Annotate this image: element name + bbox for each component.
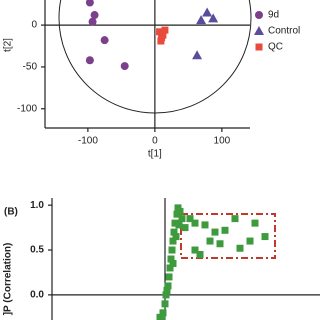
highlight-box xyxy=(180,213,276,259)
y-tick-label: -50 xyxy=(23,62,38,73)
point xyxy=(174,204,182,212)
point xyxy=(169,259,177,267)
point xyxy=(170,228,178,236)
point xyxy=(162,291,170,299)
point xyxy=(165,273,173,281)
point xyxy=(172,233,180,241)
y-tick-label: 0.0 xyxy=(30,290,44,301)
point xyxy=(192,50,203,60)
point xyxy=(167,255,175,263)
point xyxy=(255,11,263,19)
point xyxy=(191,219,199,227)
point xyxy=(216,240,224,248)
legend-label: QC xyxy=(268,42,283,53)
y-tick-label: 0 xyxy=(31,20,37,31)
point xyxy=(164,282,172,290)
point xyxy=(176,207,184,215)
point xyxy=(254,26,264,35)
point xyxy=(221,226,229,234)
x-tick-label: 0 xyxy=(152,136,158,147)
point xyxy=(120,62,129,71)
x-axis-label: t[1] xyxy=(148,149,162,160)
point xyxy=(169,237,177,245)
point xyxy=(156,313,164,320)
panel-label: (B) xyxy=(4,207,18,218)
point xyxy=(159,309,167,317)
point xyxy=(85,56,94,65)
point xyxy=(191,246,199,254)
point xyxy=(157,37,165,45)
point xyxy=(202,7,213,17)
point xyxy=(261,233,269,241)
point xyxy=(196,251,204,259)
point xyxy=(201,221,209,229)
y-tick-label: -100 xyxy=(17,103,37,114)
y-tick-label: 0.5 xyxy=(30,245,44,256)
y-axis-label: t[2] xyxy=(3,38,14,52)
point xyxy=(166,264,174,272)
x-tick-label: 100 xyxy=(214,136,231,147)
legend-label: 9d xyxy=(268,10,279,21)
point xyxy=(236,244,244,252)
point xyxy=(163,286,171,294)
point xyxy=(171,219,179,227)
point xyxy=(196,15,207,25)
point xyxy=(208,13,219,23)
point xyxy=(206,237,214,245)
point xyxy=(161,26,169,34)
point xyxy=(178,215,186,223)
y-tick-label: 1.0 xyxy=(30,200,44,211)
point xyxy=(161,300,169,308)
point xyxy=(246,237,254,245)
point xyxy=(255,43,263,51)
point xyxy=(168,246,176,254)
point xyxy=(90,11,99,20)
point xyxy=(175,221,183,229)
point xyxy=(231,215,239,223)
y-axis-label: ]P (Correlation) xyxy=(3,243,14,316)
point xyxy=(181,224,189,232)
point xyxy=(251,219,259,227)
point xyxy=(100,36,109,45)
legend-label: Control xyxy=(268,26,300,37)
point xyxy=(211,228,219,236)
point xyxy=(186,215,194,223)
point xyxy=(88,17,97,26)
point xyxy=(85,0,94,7)
x-tick-label: -100 xyxy=(78,136,98,147)
